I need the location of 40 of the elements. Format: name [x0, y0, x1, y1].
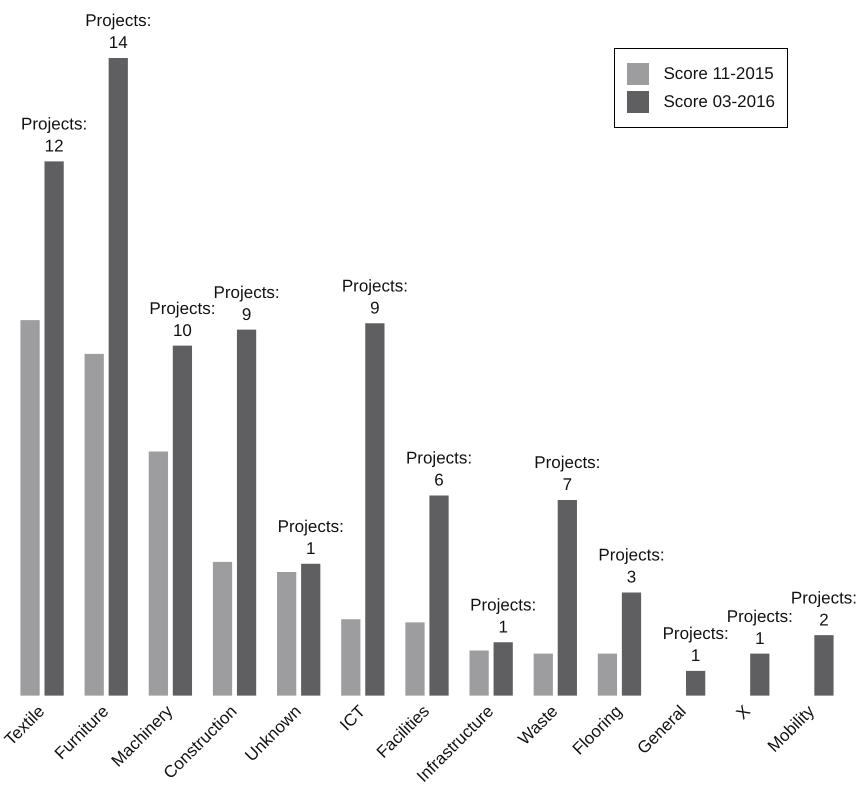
bar — [212, 562, 232, 696]
x-tick-label: X — [732, 702, 754, 724]
annotation: Projects: 3 — [598, 546, 665, 587]
bar — [558, 500, 577, 696]
bar — [470, 650, 489, 696]
bar — [494, 642, 513, 696]
bar — [622, 592, 642, 696]
bar — [108, 58, 128, 696]
bar — [84, 354, 104, 696]
bar — [277, 572, 296, 696]
bar — [750, 654, 770, 696]
annotation: Projects: 12 — [21, 114, 88, 156]
annotation: Projects: 9 — [342, 276, 408, 318]
annotation: Projects: 1 — [278, 516, 344, 558]
bar — [148, 452, 168, 696]
bar — [301, 564, 320, 696]
bar — [534, 654, 553, 696]
bar — [429, 496, 449, 696]
annotation: Projects: 1 — [470, 595, 536, 636]
bar — [172, 346, 192, 696]
bar — [341, 619, 360, 696]
bar — [365, 323, 384, 696]
bar — [236, 330, 256, 696]
bar — [814, 635, 834, 696]
bar — [20, 320, 40, 696]
annotation: Projects: 9 — [213, 282, 280, 324]
annotation: Projects: 6 — [406, 448, 472, 490]
annotation: Projects: 14 — [85, 11, 152, 52]
bar — [686, 670, 706, 696]
legend-label: Score 11-2015 — [663, 64, 774, 84]
annotation: Projects: 1 — [726, 606, 793, 648]
legend-label: Score 03-2016 — [663, 92, 775, 112]
annotation: Projects: 10 — [149, 298, 216, 340]
bar — [44, 161, 64, 696]
annotation: Projects: 1 — [662, 624, 729, 666]
bar — [598, 654, 618, 696]
annotation: Projects: 2 — [790, 588, 858, 630]
annotation: Projects: 7 — [534, 453, 600, 494]
x-tick-label: ICT — [336, 702, 369, 734]
bar — [405, 622, 425, 696]
